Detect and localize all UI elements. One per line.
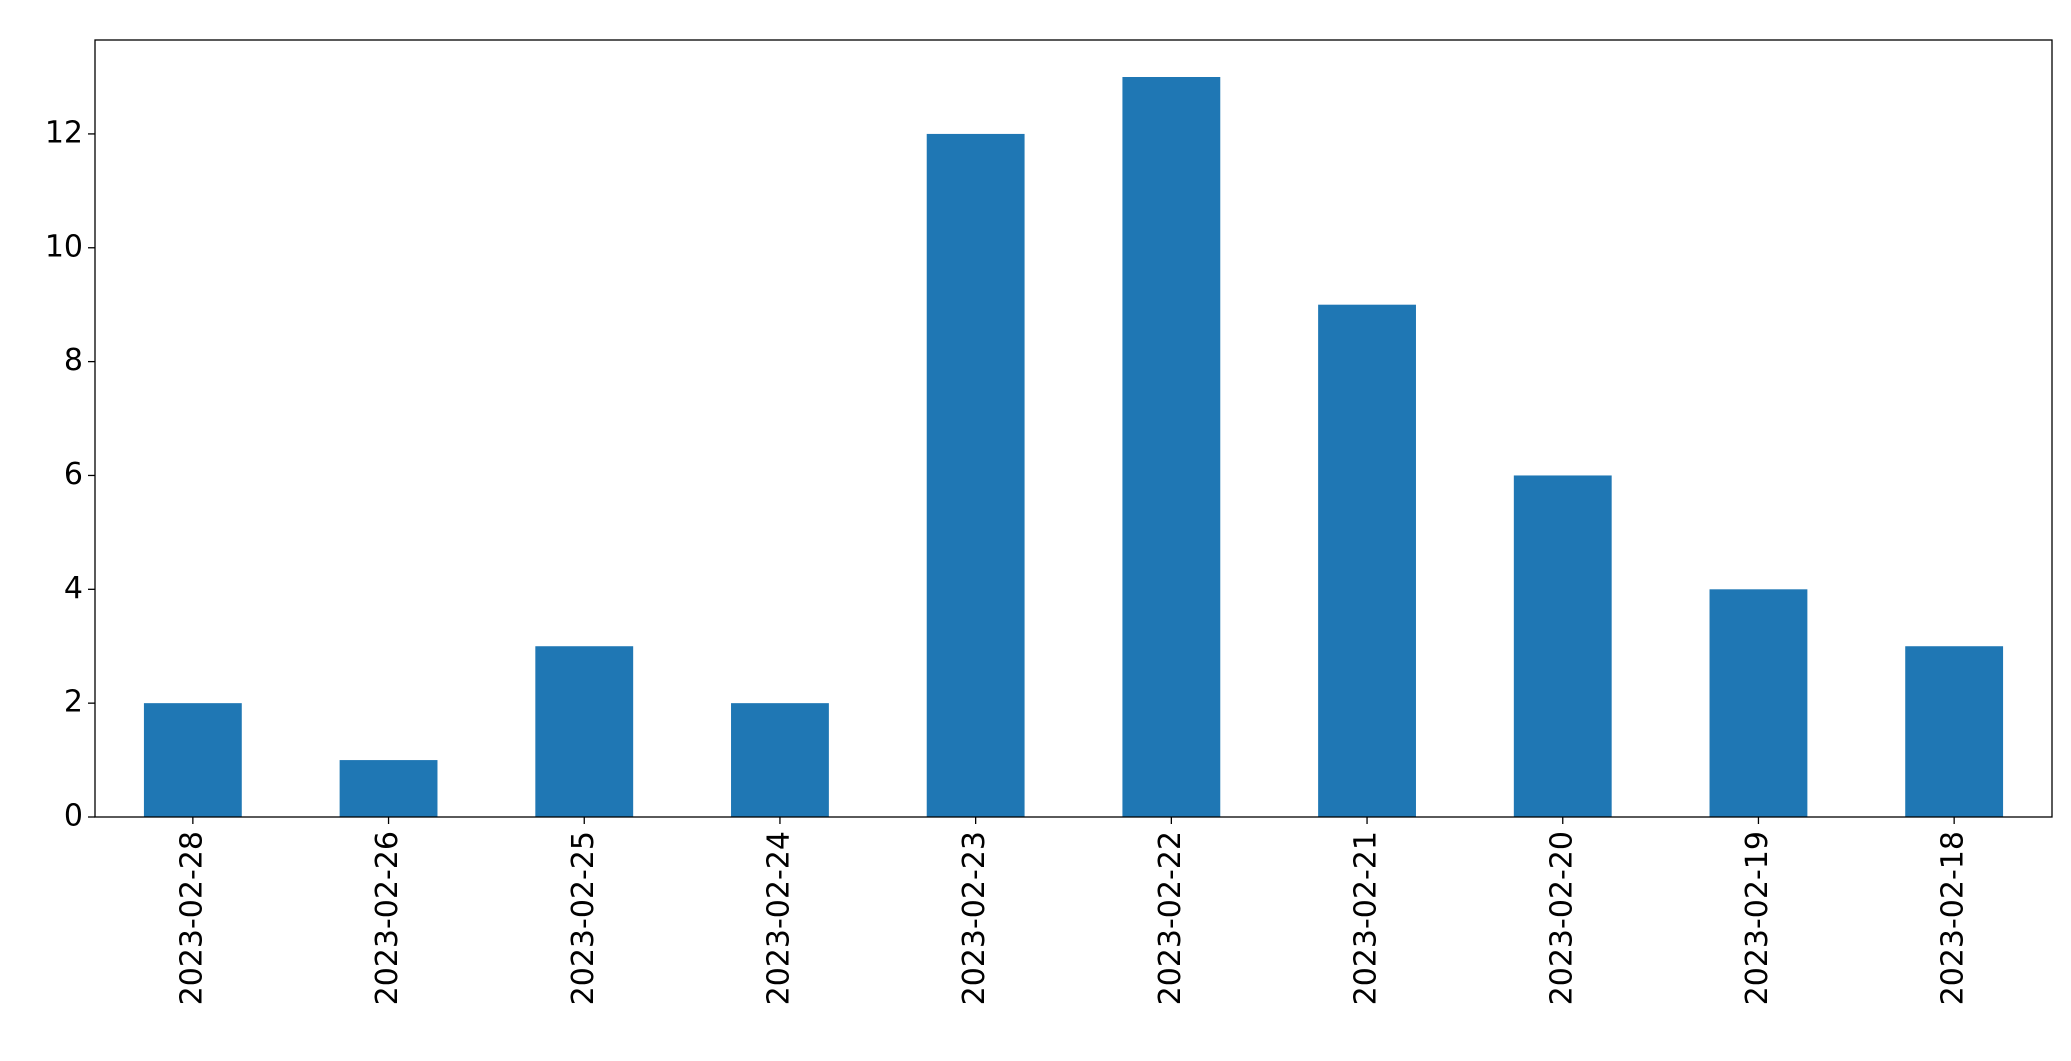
x-tick-label: 2023-02-21 (1349, 831, 1384, 1005)
bar (1905, 646, 2004, 817)
bar (1318, 304, 1416, 817)
x-tick-label: 2023-02-26 (370, 831, 405, 1005)
y-tick-label: 0 (64, 799, 83, 834)
x-tick-label: 2023-02-22 (1153, 831, 1188, 1005)
x-tick-label: 2023-02-28 (174, 831, 209, 1005)
x-tick-label: 2023-02-20 (1544, 831, 1579, 1005)
bar (535, 646, 634, 817)
bar (926, 133, 1025, 817)
y-tick-label: 8 (64, 343, 83, 378)
y-tick-label: 12 (45, 115, 83, 150)
bar (143, 703, 242, 817)
y-tick-label: 2 (64, 685, 83, 720)
x-tick-label: 2023-02-23 (957, 831, 992, 1005)
plot-frame (94, 39, 2053, 818)
bar (1513, 475, 1612, 817)
x-tick-label: 2023-02-24 (761, 831, 796, 1005)
bar (339, 760, 438, 817)
y-tick-label: 6 (64, 457, 83, 492)
x-tick-label: 2023-02-25 (566, 831, 601, 1005)
bar (1122, 77, 1221, 817)
x-tick-label: 2023-02-19 (1740, 831, 1775, 1005)
y-tick-label: 10 (45, 229, 83, 264)
bar (731, 703, 829, 817)
bar (1709, 589, 1808, 817)
y-tick-label: 4 (64, 571, 83, 606)
x-tick-label: 2023-02-18 (1936, 831, 1971, 1005)
